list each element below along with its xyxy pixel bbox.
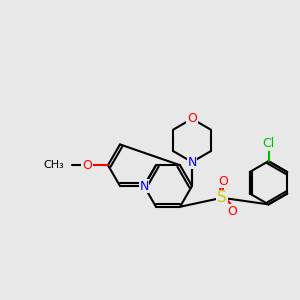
- Text: O: O: [228, 205, 237, 218]
- Text: O: O: [82, 159, 92, 172]
- Text: O: O: [187, 112, 197, 125]
- Text: S: S: [217, 190, 227, 205]
- Text: N: N: [139, 179, 149, 193]
- Text: Cl: Cl: [262, 137, 274, 150]
- Text: N: N: [187, 155, 197, 169]
- Text: CH₃: CH₃: [44, 160, 64, 170]
- Text: O: O: [219, 175, 228, 188]
